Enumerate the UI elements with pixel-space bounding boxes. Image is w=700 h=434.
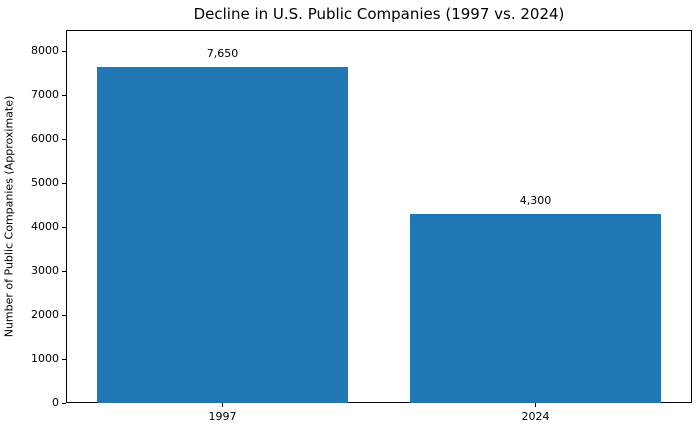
y-tick-mark: [62, 138, 66, 140]
y-tick-mark: [62, 314, 66, 316]
y-tick-mark: [62, 226, 66, 228]
y-tick-mark: [62, 402, 66, 404]
x-tick-label: 1997: [208, 410, 237, 423]
bar: [410, 213, 661, 403]
y-tick-mark: [62, 358, 66, 360]
y-tick-label: 3000: [31, 264, 59, 278]
y-tick-mark: [62, 94, 66, 96]
y-tick-label: 5000: [31, 176, 59, 190]
y-tick-label: 6000: [31, 132, 59, 146]
y-tick-mark: [62, 50, 66, 52]
chart-title: Decline in U.S. Public Companies (1997 v…: [193, 5, 565, 23]
bar-value-label: 4,300: [519, 193, 552, 207]
x-tick-mark: [222, 403, 223, 407]
y-tick-label: 8000: [31, 44, 59, 58]
y-tick-mark: [62, 182, 66, 184]
bar-value-label: 7,650: [206, 46, 239, 60]
y-tick-mark: [62, 270, 66, 272]
y-tick-label: 1000: [31, 352, 59, 365]
y-tick-label: 4000: [31, 220, 59, 234]
y-tick-label: 7000: [31, 88, 59, 102]
x-tick-label: 2024: [521, 410, 550, 423]
y-tick-label: 0: [52, 396, 59, 409]
y-tick-label: 2000: [31, 308, 59, 322]
bar: [97, 66, 348, 403]
x-tick-mark: [535, 403, 536, 407]
